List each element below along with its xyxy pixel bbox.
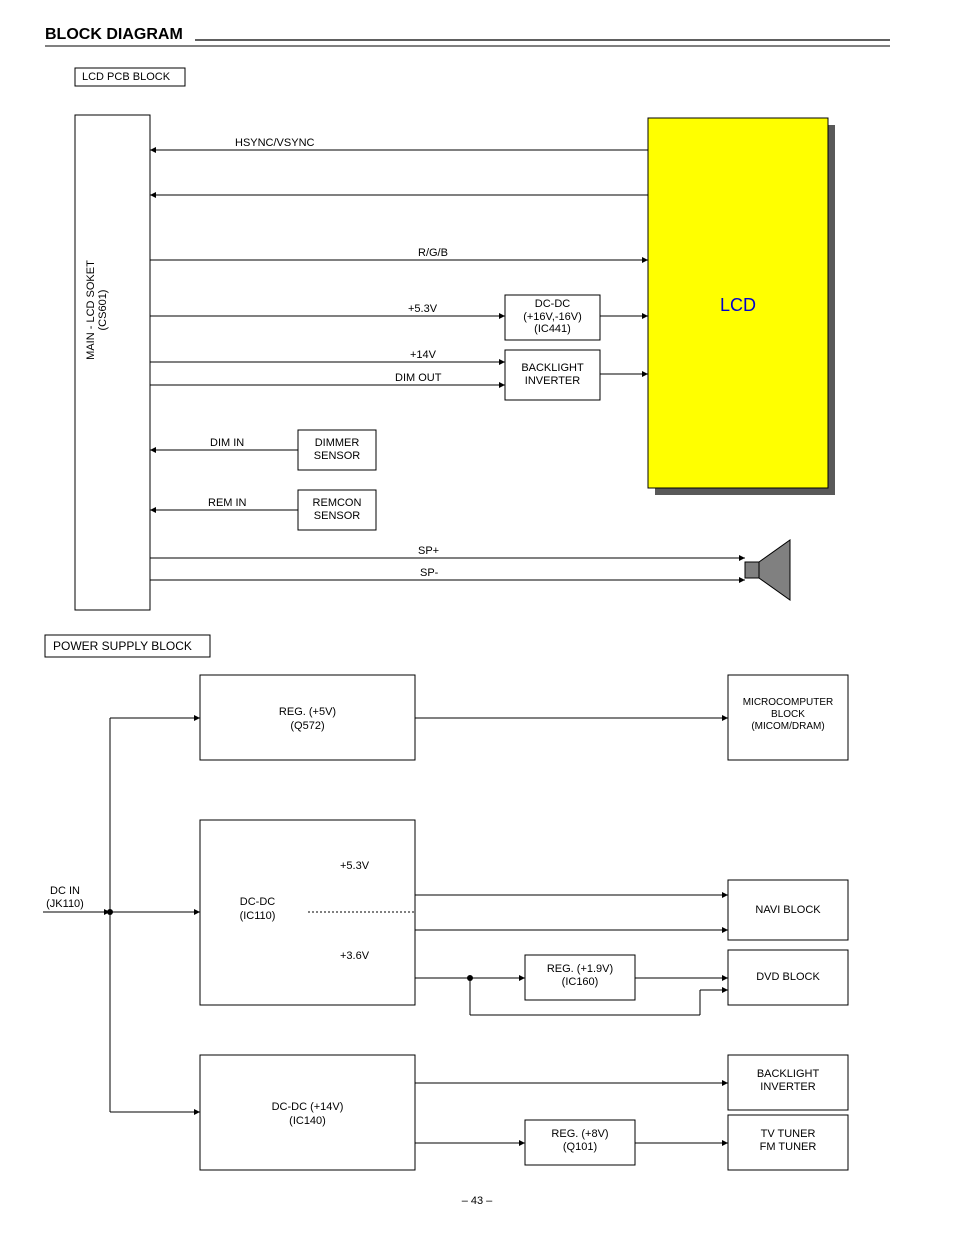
dcdc-ic110: DC-DC (IC110): [210, 895, 305, 924]
dvd-block: DVD BLOCK: [728, 971, 848, 983]
dc-in-label: DC IN (JK110): [30, 885, 100, 911]
dcdc-ic140: DC-DC (+14V) (IC140): [200, 1100, 415, 1129]
lcd-block-label: LCD: [648, 295, 828, 316]
diagram-svg: [0, 0, 954, 1235]
navi-block: NAVI BLOCK: [728, 904, 848, 916]
ic110-36v: +3.6V: [340, 950, 369, 962]
dcdc-ic441: DC-DC (+16V,-16V) (IC441): [505, 298, 600, 336]
power-section-label: POWER SUPPLY BLOCK: [53, 639, 192, 653]
lcd-pcb-section-label: LCD PCB BLOCK: [82, 71, 170, 83]
sig-spplus: SP+: [418, 545, 439, 557]
remcon-sensor: REMCON SENSOR: [298, 497, 376, 522]
microcomputer: MICROCOMPUTER BLOCK (MICOM/DRAM): [728, 697, 848, 733]
sig-dimin: DIM IN: [210, 437, 244, 449]
sig-remin: REM IN: [208, 497, 247, 509]
sig-14v: +14V: [410, 349, 436, 361]
backlight-inv-2: BACKLIGHT INVERTER: [728, 1068, 848, 1094]
ic110-53v: +5.3V: [340, 860, 369, 872]
reg5v: REG. (+5V) (Q572): [200, 705, 415, 734]
sig-53v: +5.3V: [408, 303, 437, 315]
sig-spminus: SP-: [420, 567, 438, 579]
tuner-block: TV TUNER FM TUNER: [728, 1128, 848, 1154]
dimmer-sensor: DIMMER SENSOR: [298, 437, 376, 462]
reg8v: REG. (+8V) (Q101): [525, 1128, 635, 1154]
sig-rgb: R/G/B: [418, 247, 448, 259]
sig-dimout: DIM OUT: [395, 372, 441, 384]
page-number: – 43 –: [0, 1195, 954, 1207]
socket-label: MAIN - LCD SOKET (CS601): [85, 210, 109, 410]
backlight-inv-1: BACKLIGHT INVERTER: [505, 362, 600, 387]
sig-hsync: HSYNC/VSYNC: [235, 137, 314, 149]
reg19v: REG. (+1.9V) (IC160): [525, 963, 635, 989]
page-title: BLOCK DIAGRAM: [45, 26, 183, 44]
